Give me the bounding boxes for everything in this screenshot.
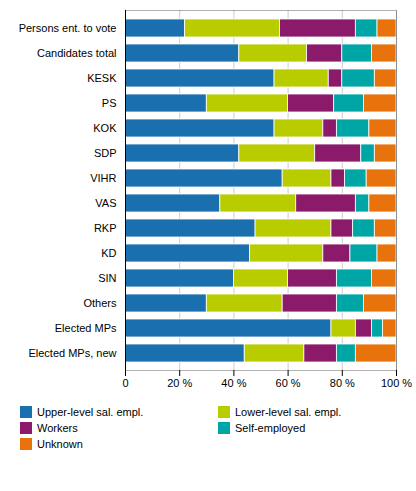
svg-text:80 %: 80 % <box>330 377 355 389</box>
svg-text:SDP: SDP <box>94 147 117 159</box>
svg-text:RKP: RKP <box>94 222 117 234</box>
svg-text:0: 0 <box>122 377 128 389</box>
html-text:Lower-level sal. empl.: Lower-level sal. empl. <box>235 406 342 418</box>
svg-text:Elected MPs: Elected MPs <box>55 322 117 334</box>
html-text:Self-employed: Self-employed <box>235 422 306 434</box>
svg-text:60 %: 60 % <box>276 377 301 389</box>
svg-text:SIN: SIN <box>98 272 116 284</box>
svg-text:PS: PS <box>102 97 117 109</box>
svg-text:Elected MPs, new: Elected MPs, new <box>28 347 116 359</box>
html-text:Workers: Workers <box>37 422 78 434</box>
svg-text:100 %: 100 % <box>381 377 412 389</box>
svg-text:20 %: 20 % <box>167 377 192 389</box>
svg-text:KD: KD <box>101 247 116 259</box>
svg-text:Persons ent. to vote: Persons ent. to vote <box>19 22 117 34</box>
svg-text:40 %: 40 % <box>221 377 246 389</box>
svg-text:VAS: VAS <box>95 197 116 209</box>
svg-text:Candidates total: Candidates total <box>37 47 117 59</box>
html-text:Upper-level sal. empl.: Upper-level sal. empl. <box>37 406 144 418</box>
svg-text:KESK: KESK <box>87 72 117 84</box>
svg-text:KOK: KOK <box>93 122 117 134</box>
svg-text:VIHR: VIHR <box>90 172 116 184</box>
html-text:Unknown: Unknown <box>37 438 83 450</box>
svg-text:Others: Others <box>83 297 117 309</box>
